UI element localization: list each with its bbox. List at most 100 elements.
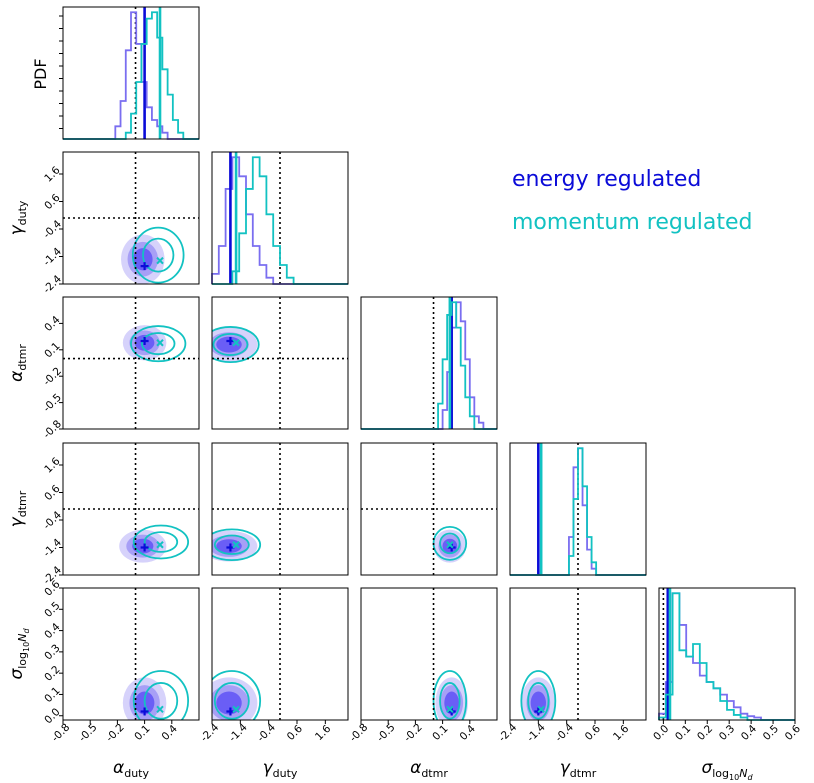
contour-momentum-outer — [212, 528, 262, 562]
x-tick-label: 0.1 — [132, 723, 152, 743]
median-marker-energy — [140, 337, 149, 345]
y-axis-4: 0.00.10.20.30.40.50.6 — [42, 578, 63, 726]
y-tick-label: -0.8 — [41, 418, 64, 441]
panel-bg — [361, 588, 497, 720]
pdf-axis: PDF — [31, 15, 63, 129]
contour-momentum-outer — [520, 670, 557, 720]
axis-sub-10: 10 — [22, 642, 31, 652]
contour-momentum-inner — [143, 682, 179, 720]
median-marker-momentum — [156, 705, 164, 714]
median-marker-energy — [140, 543, 149, 552]
x-tick-label: 0.3 — [717, 723, 737, 743]
x-tick-label: -0.5 — [77, 721, 100, 744]
y-axis-label-1: γduty — [7, 200, 29, 235]
axis-sub-N: N — [739, 767, 747, 780]
x-tick-label: -0.8 — [49, 721, 72, 744]
x-axis-2: -0.8 -0.5 -0.2 0.1 0.4 — [347, 720, 478, 744]
axis-sub-10: 10 — [729, 773, 739, 782]
axis-sub: duty — [124, 767, 149, 780]
median-marker-momentum — [156, 541, 164, 549]
contour-energy-1sigma — [216, 336, 242, 353]
panel-frame — [211, 296, 349, 430]
x-tick-label: -0.4 — [553, 721, 576, 744]
median-marker-momentum — [156, 256, 164, 265]
axis-sub: duty — [273, 767, 298, 780]
scatter-panel-2-4 — [360, 587, 498, 721]
y-axis-label-3: γdtmr — [7, 490, 29, 527]
hist-panel-3 — [509, 442, 647, 576]
hist-frame — [658, 587, 796, 721]
scatter-panel-0-4 — [62, 587, 200, 721]
y-tick-label: 0.2 — [42, 663, 62, 683]
axis-symbol: α — [113, 758, 124, 778]
y-tick-label: -1.4 — [41, 245, 64, 268]
hist-frame — [360, 296, 498, 430]
y-axis-label-2: αdtmr — [7, 344, 29, 382]
y-tick-label: -0.4 — [41, 509, 64, 532]
y-tick-label: 0.3 — [42, 642, 62, 662]
contour-momentum-inner — [212, 333, 249, 356]
y-axis-2: -0.8 -0.5 -0.2 0.1 0.4 — [41, 314, 64, 441]
scatter-panel-1-4 — [211, 587, 349, 721]
x-tick-label: 0.5 — [761, 723, 781, 743]
axis-sub: log — [16, 652, 29, 669]
x-tick-label: 0.6 — [583, 723, 604, 744]
y-tick-label: 1.6 — [42, 455, 63, 476]
x-tick-label: -0.4 — [255, 721, 278, 744]
axis-sub: duty — [16, 200, 29, 225]
panel-frame — [62, 442, 200, 576]
scatter-panel-3-4 — [509, 587, 647, 721]
x-tick-label: 0.1 — [673, 723, 693, 743]
y-tick-label: 0.4 — [42, 621, 63, 642]
panel-frame — [360, 442, 498, 576]
median-marker-momentum — [232, 339, 240, 347]
median-marker-momentum — [156, 339, 164, 347]
hist-panel-4 — [658, 587, 796, 721]
axis-symbol: γ — [7, 224, 27, 235]
scatter-panel-0-3 — [62, 442, 200, 576]
y-tick-label: -2.4 — [41, 273, 64, 296]
x-axis-3: -2.4 -1.4 -0.4 0.6 1.6 — [496, 720, 632, 744]
axis-sub-N: N — [16, 634, 29, 642]
contour-momentum-outer — [131, 226, 185, 284]
scatter-panel-0-1 — [62, 151, 200, 285]
contour-momentum-outer — [132, 524, 190, 560]
y-axis-label-4: σlog10Nd — [7, 628, 31, 680]
contour-momentum-inner — [439, 682, 461, 720]
scatter-panel-1-2 — [211, 296, 349, 430]
contour-momentum-inner — [527, 682, 550, 720]
panel-frame — [62, 151, 200, 285]
median-marker-energy — [140, 262, 149, 271]
axis-sub: dtmr — [570, 767, 597, 780]
contour-momentum-outer — [132, 670, 190, 720]
x-axis-label-0: αduty — [113, 758, 149, 780]
contour-momentum-inner — [143, 531, 179, 553]
axis-symbol: σ — [701, 758, 713, 778]
x-axis-0: -0.8 -0.5 -0.2 0.1 0.4 — [49, 720, 180, 744]
axis-sub: log — [712, 767, 729, 780]
axis-sub: dtmr — [421, 767, 448, 780]
panel-frame — [62, 296, 200, 430]
x-tick-label: -0.8 — [347, 721, 370, 744]
x-axis-1: -2.4 -1.4 -0.4 0.6 1.6 — [198, 720, 334, 744]
contour-momentum-outer — [212, 670, 262, 720]
axis-symbol: γ — [263, 758, 274, 778]
x-axis-label-2: αdtmr — [410, 758, 448, 780]
median-marker-energy — [140, 707, 149, 716]
y-tick-label: 0.5 — [42, 600, 62, 620]
x-axis-label-4: σlog10Nd — [701, 758, 753, 782]
panel-bg — [361, 443, 497, 575]
pdf-label: PDF — [31, 58, 50, 89]
y-tick-label: -0.4 — [41, 218, 64, 241]
x-axis-4: 0.0 0.1 0.2 0.3 0.4 0.5 0.6 — [651, 720, 803, 743]
y-tick-label: 0.4 — [42, 314, 63, 335]
x-tick-label: -0.5 — [375, 721, 398, 744]
x-tick-label: 0.4 — [739, 723, 760, 744]
hist-frame — [509, 442, 647, 576]
hist-panel-1 — [211, 151, 349, 285]
y-tick-label: 0.1 — [42, 685, 62, 705]
panel-frame — [211, 587, 349, 721]
x-tick-label: 0.0 — [651, 723, 671, 743]
contour-momentum-inner — [140, 332, 176, 356]
